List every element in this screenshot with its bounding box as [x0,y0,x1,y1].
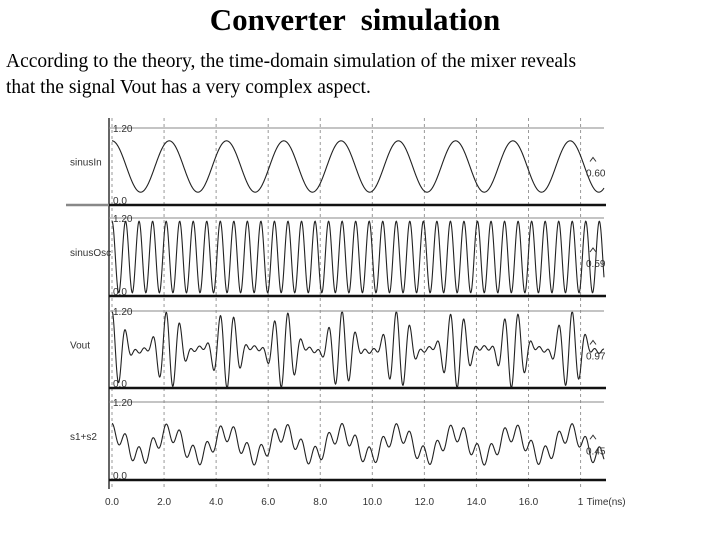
series-name: s1+s2 [70,432,97,443]
marker-caret [589,434,597,440]
marker-value: 0.60 [586,169,606,180]
slide-body-text: According to the theory, the time-domain… [6,49,716,101]
marker-caret [589,339,597,345]
series-trace-s1+s2 [111,422,605,466]
x-tick-label: 12.0 [415,497,435,508]
series-name: sinusOsc [70,248,111,259]
series-trace-Vout [111,311,605,388]
x-tick-label: 0.0 [105,497,119,508]
x-tick-label: 16.0 [519,497,539,508]
x-tick-label: 4.0 [209,497,223,508]
y-max-label: 1.20 [113,124,133,135]
x-axis-label: Time(ns) [587,497,626,508]
marker-caret [589,247,597,253]
y-min-label: 0.0 [113,196,127,207]
series-name: sinusIn [70,158,102,169]
y-max-label: 1.20 [113,398,133,409]
x-tick-label: 10.0 [363,497,383,508]
slide-title: Converter simulation [209,2,501,37]
x-tick-label: 14.0 [467,497,487,508]
y-min-label: 0.0 [113,379,127,390]
body-line-2: that the signal Vout has a very complex … [6,77,371,98]
y-max-label: 1.20 [113,307,133,318]
y-min-label: 0.0 [113,471,127,482]
marker-value: 0.59 [586,259,606,270]
x-tick-label: 6.0 [261,497,275,508]
x-tick-label: 8.0 [313,497,327,508]
y-max-label: 1.20 [113,214,133,225]
body-line-1: According to the theory, the time-domain… [6,51,577,72]
series-trace-sinusOsc [111,220,605,294]
series-trace-sinusIn [111,140,605,193]
marker-value: 0.97 [586,352,606,363]
series-name: Vout [70,341,90,352]
marker-caret [589,156,597,162]
marker-value: 0.45 [586,446,606,457]
x-tick-label: 2.0 [157,497,171,508]
y-min-label: 0.0 [113,287,127,298]
x-tick-label: 1 [578,497,584,508]
